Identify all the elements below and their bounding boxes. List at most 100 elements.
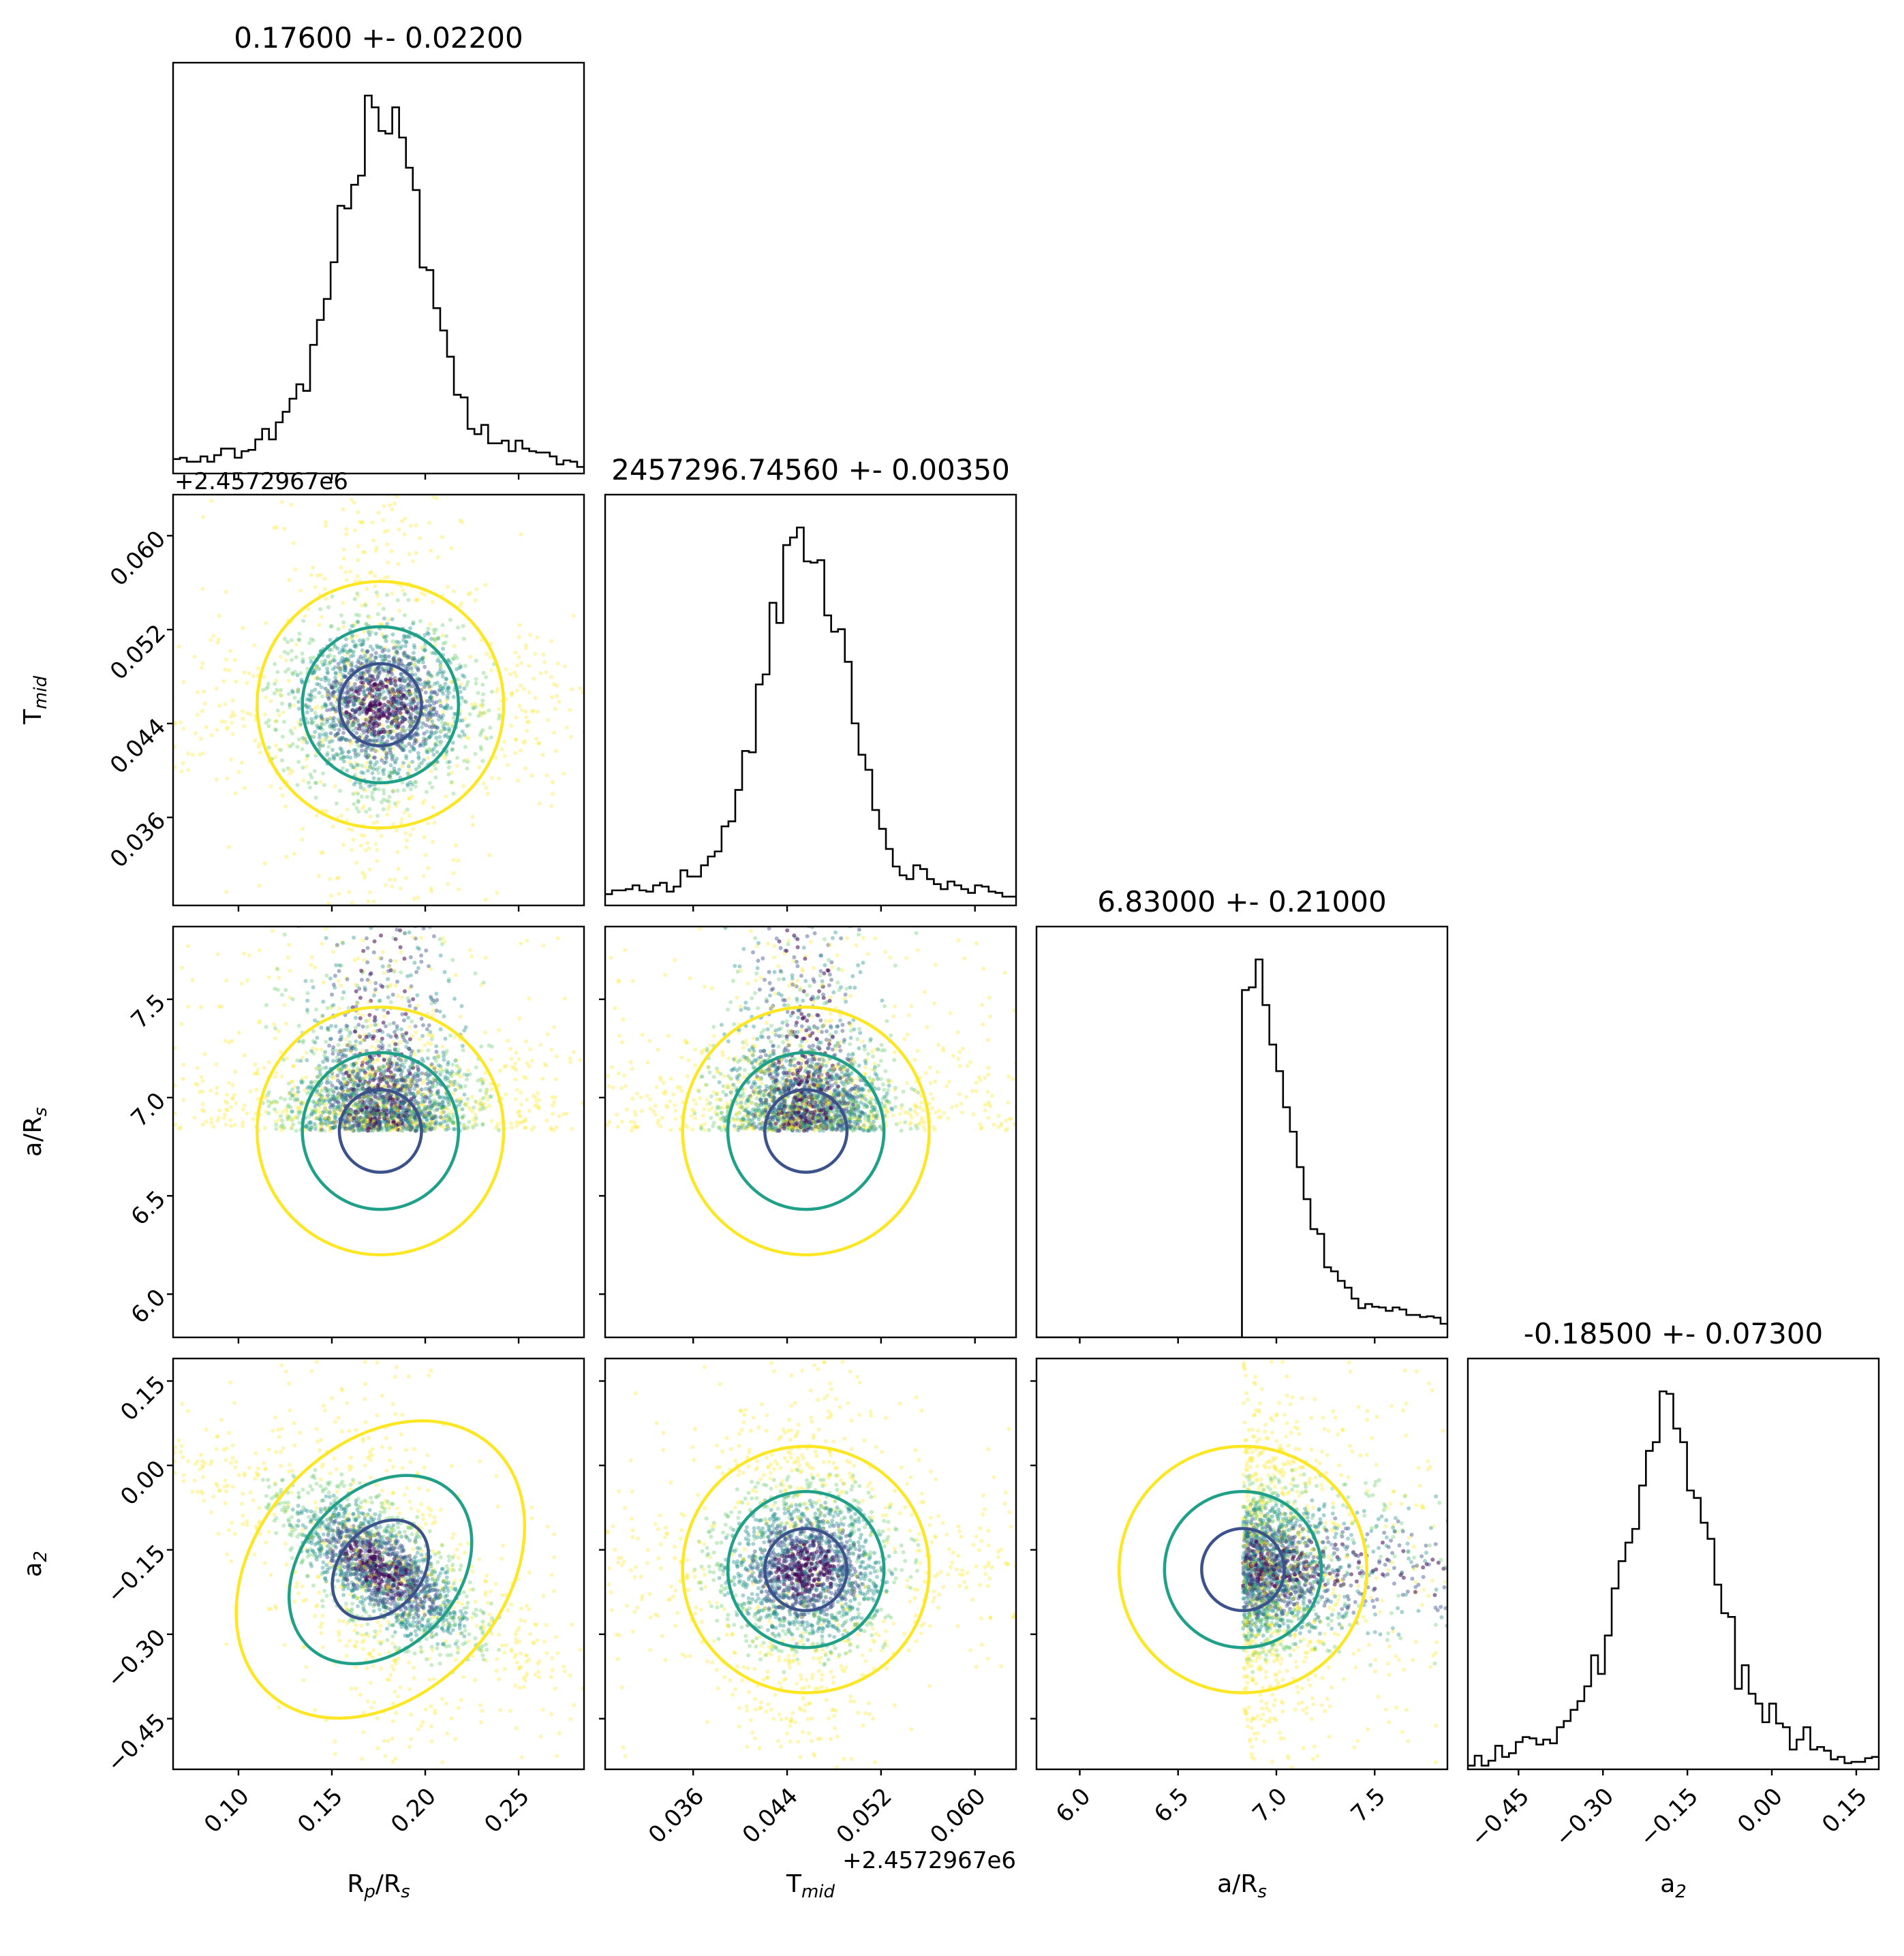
sample-point xyxy=(371,771,375,775)
sample-point xyxy=(71,638,75,642)
sample-point xyxy=(373,1023,378,1027)
sample-point xyxy=(462,1072,466,1076)
sample-point xyxy=(387,774,391,778)
sample-point xyxy=(570,687,574,692)
sample-point xyxy=(399,1027,403,1031)
sample-point xyxy=(523,766,527,771)
sample-point xyxy=(180,966,184,970)
sample-point xyxy=(398,647,402,651)
sample-point xyxy=(423,593,427,597)
sample-point xyxy=(544,773,549,777)
sample-point xyxy=(390,687,395,692)
sample-point xyxy=(320,713,324,717)
sample-point xyxy=(359,843,363,848)
sample-point xyxy=(395,980,399,984)
sample-point xyxy=(408,626,412,630)
sample-point xyxy=(420,1034,425,1038)
sample-point xyxy=(365,658,369,662)
sample-point xyxy=(230,721,234,725)
sample-point xyxy=(182,680,186,684)
sample-point xyxy=(386,681,390,685)
sample-point xyxy=(462,687,466,691)
sample-point xyxy=(277,976,281,980)
sample-point xyxy=(328,638,333,642)
sample-point xyxy=(369,653,373,657)
sample-point xyxy=(419,960,423,964)
sample-point xyxy=(361,938,365,942)
sample-point xyxy=(396,994,400,998)
sample-point xyxy=(446,721,450,726)
sample-point xyxy=(241,717,245,721)
sample-point xyxy=(403,651,407,655)
sample-point xyxy=(399,672,403,676)
sample-point xyxy=(351,792,355,796)
sample-point xyxy=(428,622,432,626)
sample-point xyxy=(408,931,412,935)
sample-point xyxy=(382,518,386,523)
sample-point xyxy=(399,690,403,694)
sample-point xyxy=(365,587,369,591)
sample-point xyxy=(398,1068,402,1072)
sample-point xyxy=(401,728,405,732)
sample-point xyxy=(430,651,434,655)
sample-point xyxy=(399,970,403,974)
sample-point xyxy=(515,1088,519,1092)
sample-point xyxy=(385,719,389,724)
sample-point xyxy=(344,643,348,647)
sample-point xyxy=(425,681,429,685)
sample-point xyxy=(305,999,309,1003)
sample-point xyxy=(379,680,383,684)
sample-point xyxy=(427,1023,431,1027)
sample-point xyxy=(435,1100,439,1104)
sample-point xyxy=(447,691,451,695)
sample-point xyxy=(319,677,323,681)
hist-panel-Rp/Rs xyxy=(173,63,584,480)
sample-point xyxy=(509,724,513,728)
sample-point xyxy=(532,1094,536,1098)
sample-point xyxy=(450,1074,454,1078)
sample-point xyxy=(527,997,531,1001)
sample-point xyxy=(647,722,651,726)
sample-point xyxy=(201,515,205,519)
sample-point xyxy=(442,1054,446,1058)
sample-point xyxy=(301,1055,305,1059)
sample-point xyxy=(506,1039,510,1043)
sample-point xyxy=(409,955,413,959)
sample-point xyxy=(431,1008,435,1012)
sample-point xyxy=(306,607,310,611)
sample-point xyxy=(383,750,387,754)
sample-point xyxy=(644,885,648,889)
sample-point xyxy=(215,777,219,781)
sample-point xyxy=(354,1061,358,1065)
sample-point xyxy=(462,1093,466,1097)
sample-point xyxy=(288,702,292,707)
sample-point xyxy=(506,763,510,767)
sample-point xyxy=(452,589,456,593)
sample-point xyxy=(407,940,411,944)
sample-point xyxy=(426,1049,430,1053)
sample-point xyxy=(423,665,427,669)
sample-point xyxy=(436,636,440,640)
sample-point xyxy=(395,1036,399,1040)
sample-point xyxy=(354,1043,358,1047)
sample-point xyxy=(514,651,518,655)
sample-point xyxy=(322,980,326,984)
scatter-panel-a/Rs-vs-Rp/Rs: 6.06.57.07.5 xyxy=(0,921,749,1344)
sample-point xyxy=(554,1077,558,1081)
sample-point xyxy=(442,670,446,674)
sample-point xyxy=(336,732,340,736)
sample-point xyxy=(142,608,147,612)
sample-point xyxy=(247,671,251,675)
sample-point xyxy=(432,934,436,938)
sample-point xyxy=(230,732,234,736)
sample-point xyxy=(330,594,334,598)
sample-point xyxy=(25,1111,29,1115)
sample-point xyxy=(409,974,413,978)
sample-point xyxy=(384,883,388,887)
sample-point xyxy=(436,713,440,717)
sample-point xyxy=(388,795,392,799)
sample-point xyxy=(562,1112,566,1116)
sample-point xyxy=(587,1116,592,1120)
sample-point xyxy=(273,719,277,724)
sample-point xyxy=(441,692,445,696)
